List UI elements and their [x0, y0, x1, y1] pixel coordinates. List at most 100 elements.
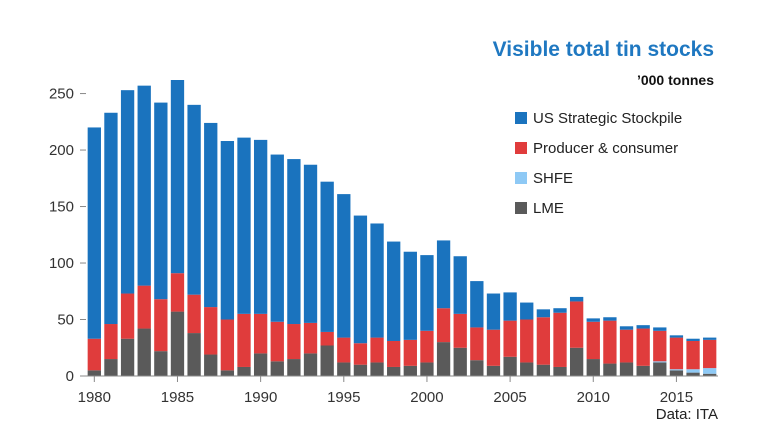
chart-subtitle: ’000 tonnes — [636, 72, 714, 88]
x-tick-label: 1980 — [78, 389, 111, 406]
bar-segment — [503, 292, 517, 321]
bar-segment — [137, 285, 151, 329]
bar-segment — [486, 329, 501, 366]
bar-segment — [470, 360, 484, 376]
bar-segment — [536, 364, 551, 376]
bar-segment — [353, 215, 368, 344]
bar-segment — [187, 294, 201, 334]
bar-segment — [170, 80, 185, 274]
bar-segment — [703, 337, 717, 340]
x-tick-label: 2005 — [493, 389, 526, 406]
bar-segment — [204, 354, 218, 376]
bar-segment — [204, 307, 218, 355]
bar-segment — [520, 319, 534, 363]
y-tick-label: 50 — [57, 312, 74, 329]
bar-segment — [486, 365, 501, 376]
x-axis: 1980 1985 1990 1995 2000 2005 2010 2015 — [78, 375, 718, 406]
x-tick-label: 2010 — [577, 389, 610, 406]
bar-segment — [104, 359, 118, 376]
bar-segment — [287, 159, 301, 325]
bars-group — [87, 80, 717, 376]
bar-segment — [669, 335, 684, 338]
bar-segment — [586, 359, 600, 376]
bar-segment — [337, 337, 351, 363]
bar-segment — [619, 362, 634, 376]
source-note: Data: ITA — [655, 406, 718, 423]
bar-segment — [603, 317, 617, 321]
y-tick-label: 100 — [49, 255, 74, 272]
bar-segment — [686, 372, 700, 376]
bar-segment — [453, 313, 467, 348]
x-tick-label: 1995 — [327, 389, 360, 406]
bar-segment — [653, 361, 667, 363]
bar-segment — [387, 340, 401, 367]
bar-segment — [453, 347, 467, 376]
bar-segment — [553, 366, 567, 376]
bar-segment — [619, 329, 634, 363]
bar-segment — [520, 362, 534, 376]
bar-segment — [669, 369, 684, 371]
bar-segment — [553, 312, 567, 367]
bar-segment — [520, 302, 534, 320]
bar-segment — [403, 365, 417, 376]
bar-segment — [220, 370, 235, 376]
bar-segment — [387, 366, 401, 376]
bar-segment — [287, 359, 301, 376]
bar-segment — [453, 256, 467, 314]
bar-segment — [154, 299, 168, 352]
x-tick-label: 1985 — [161, 389, 194, 406]
bar-segment — [569, 296, 584, 302]
bar-segment — [436, 240, 451, 309]
bar-segment — [154, 102, 168, 300]
bar-segment — [170, 273, 185, 312]
bar-segment — [420, 255, 434, 331]
bar-segment — [586, 321, 600, 360]
bar-segment — [154, 351, 168, 376]
bar-segment — [503, 320, 517, 357]
bar-segment — [120, 90, 135, 294]
bar-segment — [370, 223, 384, 338]
bar-segment — [320, 345, 334, 376]
y-tick-label: 150 — [49, 199, 74, 216]
bar-segment — [686, 369, 700, 373]
bar-segment — [470, 281, 484, 328]
bar-segment — [370, 362, 384, 376]
bar-segment — [703, 368, 717, 374]
bar-segment — [303, 164, 318, 323]
bar-segment — [87, 370, 101, 376]
legend: US Strategic Stockpile Producer & consume… — [515, 110, 682, 217]
bar-segment — [270, 361, 284, 376]
bar-segment — [653, 362, 667, 376]
bar-segment — [553, 308, 567, 313]
bar-segment — [337, 194, 351, 338]
bar-segment — [686, 340, 700, 370]
bar-segment — [420, 362, 434, 376]
bar-segment — [586, 318, 600, 322]
bar-segment — [270, 321, 284, 362]
x-tick-label: 2000 — [410, 389, 443, 406]
bar-segment — [220, 141, 235, 320]
bar-segment — [253, 353, 268, 376]
bar-segment — [603, 363, 617, 376]
bar-segment — [436, 308, 451, 343]
bar-segment — [253, 139, 268, 314]
bar-segment — [137, 85, 151, 286]
bar-segment — [569, 347, 584, 376]
bar-segment — [636, 325, 650, 329]
bar-segment — [353, 364, 368, 376]
bar-segment — [137, 328, 151, 376]
bar-segment — [603, 320, 617, 364]
bar-segment — [237, 313, 251, 367]
bar-segment — [636, 365, 650, 376]
bar-segment — [436, 342, 451, 376]
chart-title: Visible total tin stocks — [492, 38, 714, 61]
bar-segment — [619, 326, 634, 330]
bar-segment — [569, 301, 584, 348]
bar-segment — [653, 330, 667, 362]
legend-swatch — [515, 142, 527, 154]
bar-segment — [536, 309, 551, 318]
bar-segment — [337, 362, 351, 376]
legend-label: LME — [533, 200, 564, 217]
bar-segment — [187, 333, 201, 376]
